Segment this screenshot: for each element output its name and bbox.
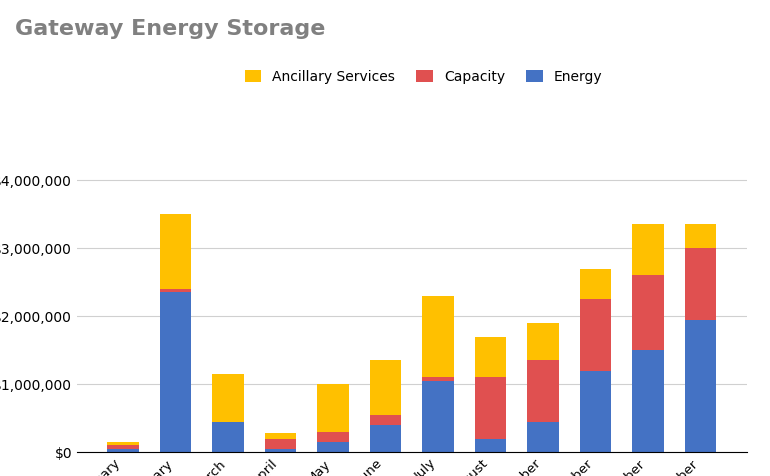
Bar — [685, 248, 716, 319]
Bar — [108, 449, 139, 452]
Bar — [580, 268, 611, 299]
Bar — [423, 377, 454, 381]
Bar — [580, 299, 611, 371]
Bar — [213, 374, 244, 422]
Bar — [423, 296, 454, 377]
Bar — [475, 377, 507, 438]
Bar — [317, 432, 349, 442]
Bar — [317, 442, 349, 452]
Bar — [527, 323, 559, 360]
Text: Gateway Energy Storage: Gateway Energy Storage — [15, 19, 326, 39]
Bar — [475, 337, 507, 377]
Bar — [632, 276, 664, 350]
Bar — [108, 446, 139, 449]
Bar — [317, 384, 349, 432]
Bar — [265, 433, 296, 438]
Bar — [685, 224, 716, 248]
Bar — [580, 371, 611, 452]
Bar — [370, 425, 401, 452]
Bar — [108, 442, 139, 446]
Bar — [265, 449, 296, 452]
Bar — [370, 415, 401, 425]
Bar — [632, 350, 664, 452]
Bar — [160, 292, 192, 452]
Bar — [632, 224, 664, 276]
Bar — [423, 381, 454, 452]
Bar — [527, 422, 559, 452]
Bar — [475, 438, 507, 452]
Bar — [160, 214, 192, 289]
Bar — [160, 289, 192, 292]
Bar — [265, 438, 296, 449]
Bar — [685, 319, 716, 452]
Bar — [527, 360, 559, 422]
Bar — [370, 360, 401, 415]
Legend: Ancillary Services, Capacity, Energy: Ancillary Services, Capacity, Energy — [239, 64, 608, 89]
Bar — [213, 422, 244, 452]
